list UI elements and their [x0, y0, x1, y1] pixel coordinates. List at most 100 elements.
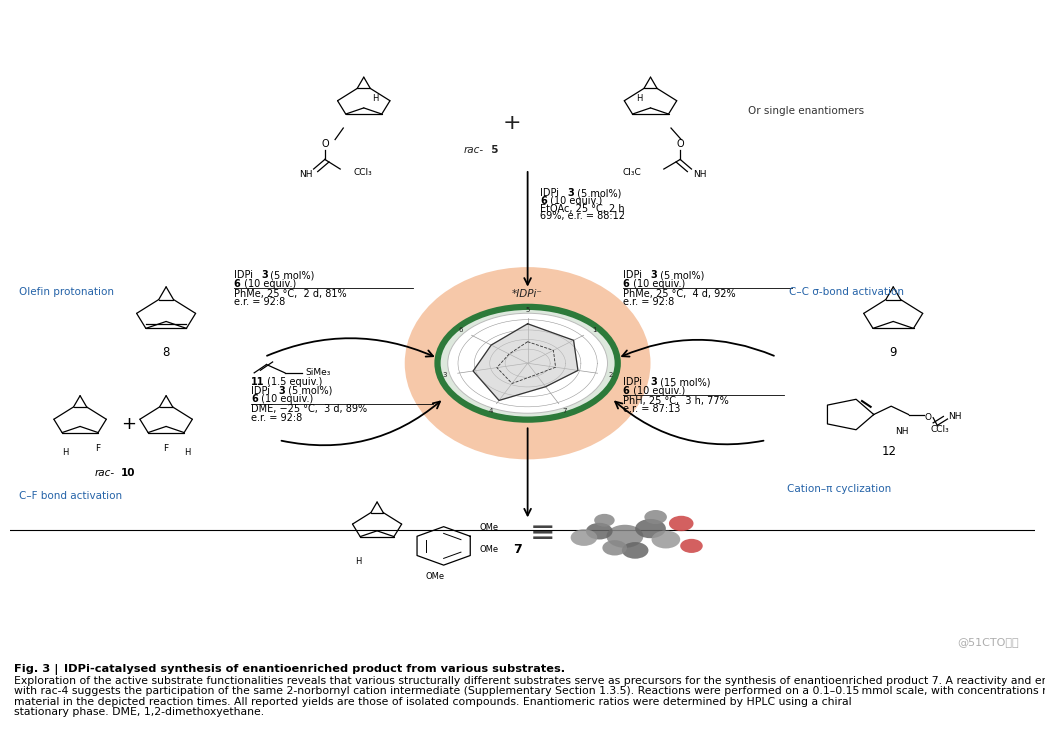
Text: SiMe₃: SiMe₃ — [305, 369, 331, 377]
Circle shape — [606, 525, 644, 548]
Text: 3: 3 — [261, 271, 269, 280]
Text: rac-: rac- — [94, 467, 115, 478]
Text: IDPi: IDPi — [234, 271, 256, 280]
Text: with rac-4 suggests the participation of the same 2-norbornyl cation intermediat: with rac-4 suggests the participation of… — [14, 686, 1045, 696]
Text: 6: 6 — [251, 394, 258, 404]
Text: Olefin protonation: Olefin protonation — [19, 287, 114, 297]
Text: ≡: ≡ — [530, 519, 556, 547]
Text: DME, −25 °C,  3 d, 89%: DME, −25 °C, 3 d, 89% — [251, 404, 367, 415]
Text: rac-: rac- — [464, 145, 484, 155]
Text: (10 equiv.): (10 equiv.) — [630, 279, 686, 289]
Text: e.r. = 87:13: e.r. = 87:13 — [623, 404, 680, 415]
Text: H: H — [63, 449, 69, 458]
Text: material in the depicted reaction times. All reported yields are those of isolat: material in the depicted reaction times.… — [14, 697, 852, 706]
Text: (15 mol%): (15 mol%) — [656, 378, 711, 388]
Text: IDPi: IDPi — [251, 386, 273, 396]
Text: 69%, e.r. = 88:12: 69%, e.r. = 88:12 — [540, 211, 625, 222]
Text: 6: 6 — [459, 327, 463, 333]
Circle shape — [651, 531, 680, 548]
Circle shape — [680, 539, 702, 553]
Text: F: F — [164, 444, 168, 453]
Text: IDPi: IDPi — [623, 271, 645, 280]
Text: O: O — [321, 139, 329, 149]
Text: H: H — [184, 449, 191, 458]
Text: EtOAc, 25 °C, 2 h: EtOAc, 25 °C, 2 h — [540, 204, 625, 214]
Circle shape — [595, 514, 614, 526]
Text: 1: 1 — [591, 327, 597, 333]
Text: 3: 3 — [650, 378, 657, 388]
Text: +: + — [121, 415, 136, 433]
Text: e.r. = 92:8: e.r. = 92:8 — [623, 297, 674, 308]
Text: (10 equiv.): (10 equiv.) — [630, 386, 686, 396]
Ellipse shape — [404, 267, 650, 459]
Circle shape — [645, 510, 667, 524]
Text: O: O — [925, 413, 932, 422]
Text: IDPi: IDPi — [540, 188, 562, 198]
Circle shape — [438, 307, 618, 420]
Text: 4: 4 — [489, 408, 493, 414]
Polygon shape — [473, 323, 578, 400]
Text: 12: 12 — [882, 445, 897, 458]
Text: NH: NH — [299, 170, 312, 179]
Text: C–C σ-bond activation: C–C σ-bond activation — [789, 287, 904, 297]
Text: (5 mol%): (5 mol%) — [574, 188, 621, 198]
Text: 3: 3 — [650, 271, 657, 280]
Text: (10 equiv.): (10 equiv.) — [258, 394, 314, 404]
Text: Or single enantiomers: Or single enantiomers — [748, 106, 864, 116]
Text: OMe: OMe — [480, 523, 498, 532]
Text: 7: 7 — [562, 408, 566, 414]
Text: stationary phase. DME, 1,2-dimethoxyethane.: stationary phase. DME, 1,2-dimethoxyetha… — [14, 707, 263, 717]
Text: O: O — [676, 139, 684, 149]
Text: 6: 6 — [234, 279, 240, 289]
Text: 5: 5 — [526, 307, 530, 313]
Text: IDPi: IDPi — [623, 378, 645, 388]
Circle shape — [602, 540, 627, 556]
Text: *IDPi⁻: *IDPi⁻ — [512, 289, 543, 299]
Text: NH: NH — [895, 428, 908, 437]
Text: +: + — [503, 113, 521, 133]
Text: (5 mol%): (5 mol%) — [268, 271, 315, 280]
Text: 10: 10 — [121, 467, 136, 478]
Text: 11: 11 — [251, 378, 264, 388]
Text: (5 mol%): (5 mol%) — [285, 386, 332, 396]
Text: C–F bond activation: C–F bond activation — [19, 491, 122, 501]
Text: NH: NH — [693, 170, 706, 179]
Text: 6: 6 — [540, 196, 547, 206]
Text: 6: 6 — [623, 386, 629, 396]
Text: PhH, 25 °C,  3 h, 77%: PhH, 25 °C, 3 h, 77% — [623, 396, 728, 406]
Circle shape — [571, 529, 598, 546]
Circle shape — [447, 313, 607, 413]
Text: H: H — [355, 557, 362, 566]
Text: 7: 7 — [513, 543, 521, 556]
Text: (10 equiv.): (10 equiv.) — [548, 196, 602, 206]
Text: Cation–π cyclization: Cation–π cyclization — [787, 485, 891, 495]
Text: NH: NH — [949, 412, 962, 421]
Text: Cl₃C: Cl₃C — [623, 168, 642, 177]
Text: CCl₃: CCl₃ — [353, 168, 372, 177]
Text: Exploration of the active substrate functionalities reveals that various structu: Exploration of the active substrate func… — [14, 676, 1045, 685]
Text: CCl₃: CCl₃ — [930, 425, 949, 434]
Text: 9: 9 — [889, 346, 897, 359]
Text: Fig. 3 |: Fig. 3 | — [14, 664, 62, 675]
Circle shape — [586, 523, 612, 540]
Text: (10 equiv.): (10 equiv.) — [240, 279, 296, 289]
Circle shape — [622, 542, 649, 559]
Text: H: H — [636, 94, 643, 103]
Text: 3: 3 — [567, 188, 575, 198]
Text: IDPi-catalysed synthesis of enantioenriched product from various substrates.: IDPi-catalysed synthesis of enantioenric… — [64, 664, 565, 673]
Circle shape — [669, 516, 694, 531]
Text: 3: 3 — [442, 372, 447, 378]
Text: OMe: OMe — [426, 572, 445, 581]
Text: F: F — [95, 444, 100, 453]
Text: e.r. = 92:8: e.r. = 92:8 — [234, 297, 285, 308]
Text: PhMe, 25 °C,  4 d, 92%: PhMe, 25 °C, 4 d, 92% — [623, 289, 736, 299]
Text: 8: 8 — [162, 346, 169, 359]
Text: (5 mol%): (5 mol%) — [656, 271, 704, 280]
Text: 3: 3 — [279, 386, 285, 396]
Text: 6: 6 — [623, 279, 629, 289]
Text: OMe: OMe — [480, 544, 498, 553]
Text: 2: 2 — [608, 372, 612, 378]
Text: 5: 5 — [484, 145, 498, 155]
Text: PhMe, 25 °C,  2 d, 81%: PhMe, 25 °C, 2 d, 81% — [234, 289, 346, 299]
Text: (1.5 equiv.): (1.5 equiv.) — [264, 378, 323, 388]
